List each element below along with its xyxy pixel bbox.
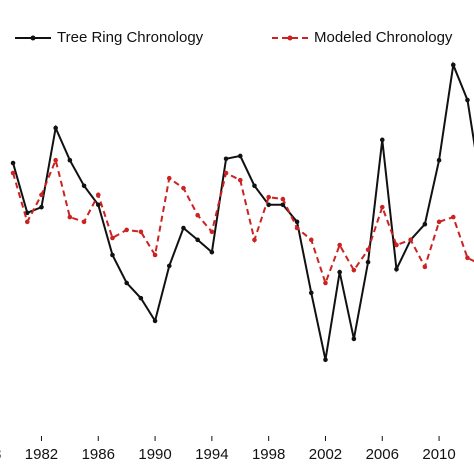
legend-marker <box>30 35 36 41</box>
series-line <box>12 61 474 360</box>
series-point <box>223 156 229 162</box>
series-point <box>237 177 243 183</box>
series-point <box>181 225 186 231</box>
x-tick-label: 2010 <box>422 446 455 463</box>
series-point <box>294 219 300 225</box>
x-tick-label: 2006 <box>366 446 399 463</box>
series-point <box>450 62 456 68</box>
series-point <box>323 280 328 286</box>
series-point <box>138 295 144 301</box>
series-point <box>24 219 30 225</box>
x-tick-label: 1982 <box>25 446 58 463</box>
series-point <box>53 157 58 163</box>
series-point <box>181 185 186 191</box>
series-point <box>138 229 144 235</box>
series-point <box>152 318 158 324</box>
series-point <box>124 280 129 286</box>
series-point <box>223 170 229 176</box>
series-point <box>166 175 172 181</box>
series-point <box>308 290 314 296</box>
series-point <box>209 229 215 235</box>
series-point <box>53 125 58 131</box>
series-point <box>436 219 442 225</box>
x-tick-label: 1978 <box>0 446 1 463</box>
series-point <box>24 210 30 216</box>
series-point <box>81 219 87 225</box>
series-point <box>10 160 16 166</box>
series-point <box>39 204 44 210</box>
series-point <box>323 357 328 363</box>
series-point <box>365 247 371 253</box>
legend-marker <box>287 35 293 41</box>
series-point <box>67 157 73 163</box>
x-tick-label: 1990 <box>138 446 171 463</box>
series-point <box>252 237 257 243</box>
series-point <box>67 214 73 220</box>
series-point <box>337 242 342 248</box>
series-point <box>379 137 385 143</box>
series-point <box>450 214 456 220</box>
x-tick-label: 1986 <box>82 446 115 463</box>
x-tick-label: 1998 <box>252 446 285 463</box>
series-point <box>422 221 428 227</box>
series-point <box>308 237 314 243</box>
series-point <box>280 196 286 202</box>
series-point <box>294 225 300 231</box>
series-point <box>252 183 257 189</box>
series-point <box>110 235 115 241</box>
x-tick-label: 1994 <box>195 446 228 463</box>
series-point <box>152 252 158 258</box>
series-point <box>209 249 215 255</box>
series-point <box>266 194 271 200</box>
legend-label: Tree Ring Chronology <box>57 29 204 46</box>
series-point <box>379 204 385 210</box>
series-point <box>81 183 87 189</box>
series-point <box>95 202 101 208</box>
series-point <box>166 263 172 269</box>
series-point <box>351 267 357 273</box>
series-point <box>365 259 371 265</box>
series-point <box>237 153 243 159</box>
series-point <box>195 212 200 218</box>
series-point <box>394 266 399 272</box>
series-point <box>337 269 342 275</box>
series-point <box>394 242 399 248</box>
legend-label: Modeled Chronology <box>314 29 453 46</box>
series-line <box>12 157 474 286</box>
series-point <box>436 157 442 163</box>
series-point <box>195 237 200 243</box>
series-point <box>351 336 357 342</box>
series-point <box>465 255 470 261</box>
series-point <box>95 192 101 198</box>
series-point <box>124 227 129 233</box>
series-point <box>10 170 16 176</box>
x-tick-label: 2002 <box>309 446 342 463</box>
series-point <box>465 97 470 103</box>
series-point <box>110 252 115 258</box>
series-point <box>39 192 44 198</box>
series-point <box>408 237 413 243</box>
series-point <box>422 264 428 270</box>
